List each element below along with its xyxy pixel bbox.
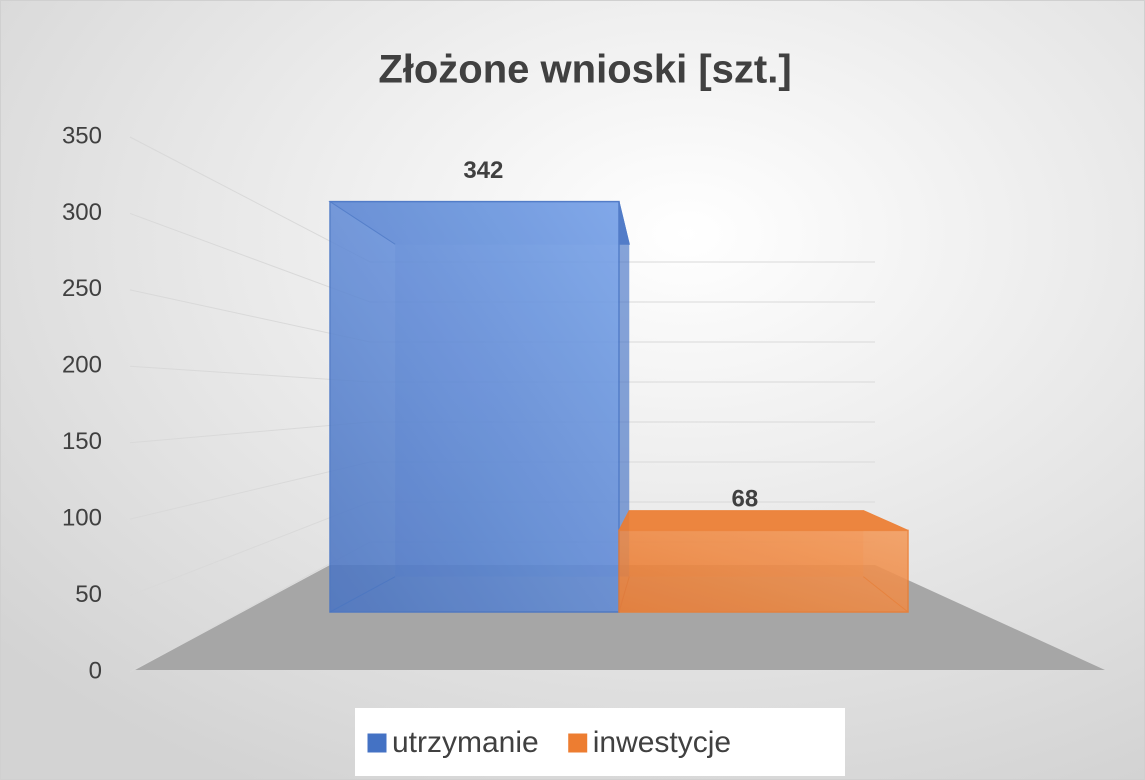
bar-edge (329, 576, 396, 613)
bar (618, 529, 909, 613)
value-label: 68 (732, 486, 759, 513)
bar-3d (618, 510, 909, 613)
legend-swatch (367, 733, 387, 753)
legend-swatch (568, 733, 588, 753)
y-tick-label: 50 (75, 581, 102, 608)
y-tick-label: 350 (62, 122, 102, 149)
legend-label: utrzymanie (392, 726, 539, 759)
legend-label: inwestycje (593, 726, 731, 759)
bar-edge (329, 201, 396, 245)
bar-edge (618, 576, 630, 613)
chart-title: Złożone wnioski [szt.] (378, 48, 791, 92)
y-tick-label: 0 (89, 657, 102, 684)
bar (329, 200, 620, 613)
y-tick-label: 300 (62, 199, 102, 226)
y-tick-label: 150 (62, 428, 102, 455)
legend-box (355, 708, 845, 776)
bar-edge (863, 510, 909, 531)
bar-3d (328, 200, 630, 613)
value-label: 342 (463, 157, 503, 184)
legend: utrzymanie inwestycje (367, 726, 731, 759)
y-tick-label: 200 (62, 352, 102, 379)
bar-edge (618, 201, 630, 245)
bar-top (618, 510, 909, 531)
y-tick-label: 250 (62, 275, 102, 302)
bar-edge (863, 576, 909, 613)
y-tick-label: 100 (62, 504, 102, 531)
bar-edge (618, 510, 630, 531)
bars: 342 68 (328, 157, 909, 613)
